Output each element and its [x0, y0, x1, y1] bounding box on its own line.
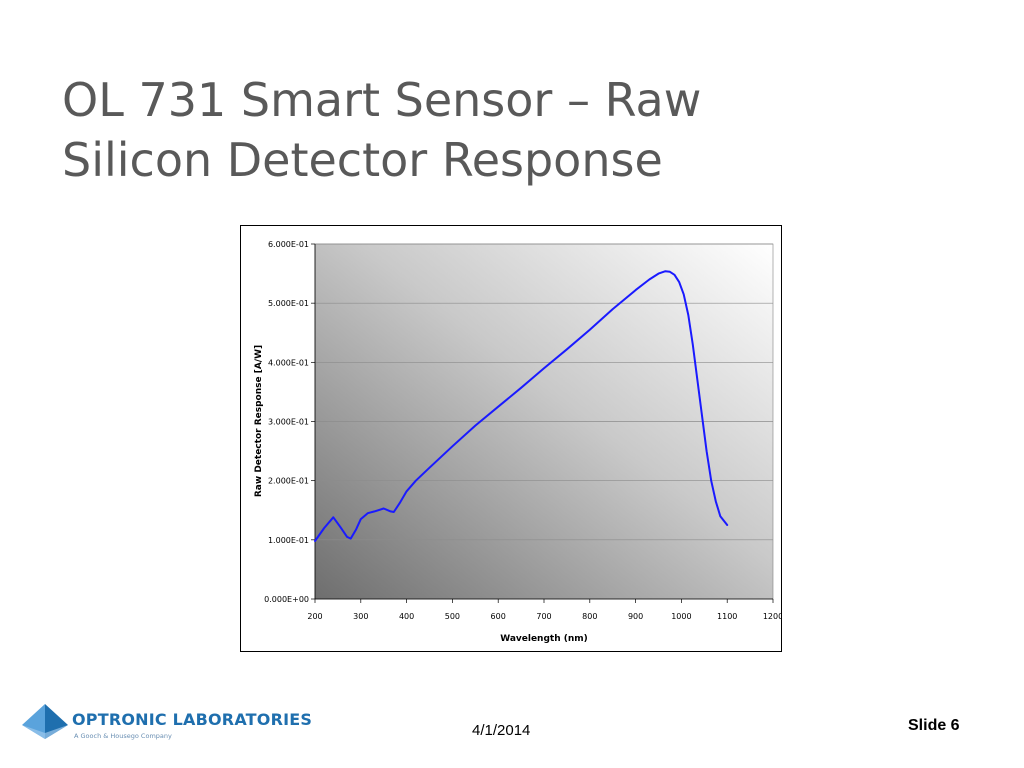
series-line-detector-response: [314, 270, 729, 542]
x-tick-label: 400: [399, 612, 414, 621]
x-tick-label: 600: [491, 612, 506, 621]
y-tick-label: 4.000E-01: [268, 358, 309, 367]
y-tick-label: 6.000E-01: [268, 240, 309, 249]
x-tick-label: 200: [307, 612, 322, 621]
slide-title: OL 731 Smart Sensor – Raw Silicon Detect…: [62, 70, 701, 190]
x-tick-label: 900: [628, 612, 643, 621]
x-tick-label: 1200: [763, 612, 781, 621]
slide-date: 4/1/2014: [472, 722, 531, 739]
chart-frame: 0.000E+00 1.000E-01 2.000E-01 3.000E-01 4.00…: [240, 225, 782, 652]
x-tick-labels: 200 300 400 500 600 700 800 900 1000 1100 1200: [307, 599, 781, 621]
blue-pyramid-icon: [22, 704, 68, 739]
y-axis-title: Raw Detector Response [A/W]: [254, 345, 264, 497]
x-axis-title: Wavelength (nm): [500, 634, 588, 644]
logo-tagline: A Gooch & Housego Company: [74, 732, 172, 740]
logo-company-name: OPTRONIC LABORATORIES: [72, 710, 313, 729]
x-tick-label: 1000: [671, 612, 691, 621]
grid-lines: [315, 243, 773, 541]
x-tick-label: 1100: [717, 612, 737, 621]
company-logo: OPTRONIC LABORATORIES A Gooch & Housego …: [20, 703, 340, 743]
y-tick-label: 1.000E-01: [268, 536, 309, 545]
response-chart: 0.000E+00 1.000E-01 2.000E-01 3.000E-01 4.00…: [254, 240, 781, 644]
y-tick-label: 2.000E-01: [268, 477, 309, 486]
x-tick-label: 300: [353, 612, 368, 621]
slide-number: Slide 6: [908, 717, 960, 734]
slide-title-line-2: Silicon Detector Response: [62, 133, 663, 187]
x-tick-label: 700: [536, 612, 551, 621]
y-tick-label: 0.000E+00: [264, 595, 309, 604]
y-tick-labels: 0.000E+00 1.000E-01 2.000E-01 3.000E-01 4.00…: [264, 240, 315, 604]
x-tick-label: 500: [445, 612, 460, 621]
slide-title-line-1: OL 731 Smart Sensor – Raw: [62, 73, 702, 127]
y-tick-label: 5.000E-01: [268, 299, 309, 308]
x-tick-label: 800: [582, 612, 597, 621]
y-tick-label: 3.000E-01: [268, 418, 309, 427]
